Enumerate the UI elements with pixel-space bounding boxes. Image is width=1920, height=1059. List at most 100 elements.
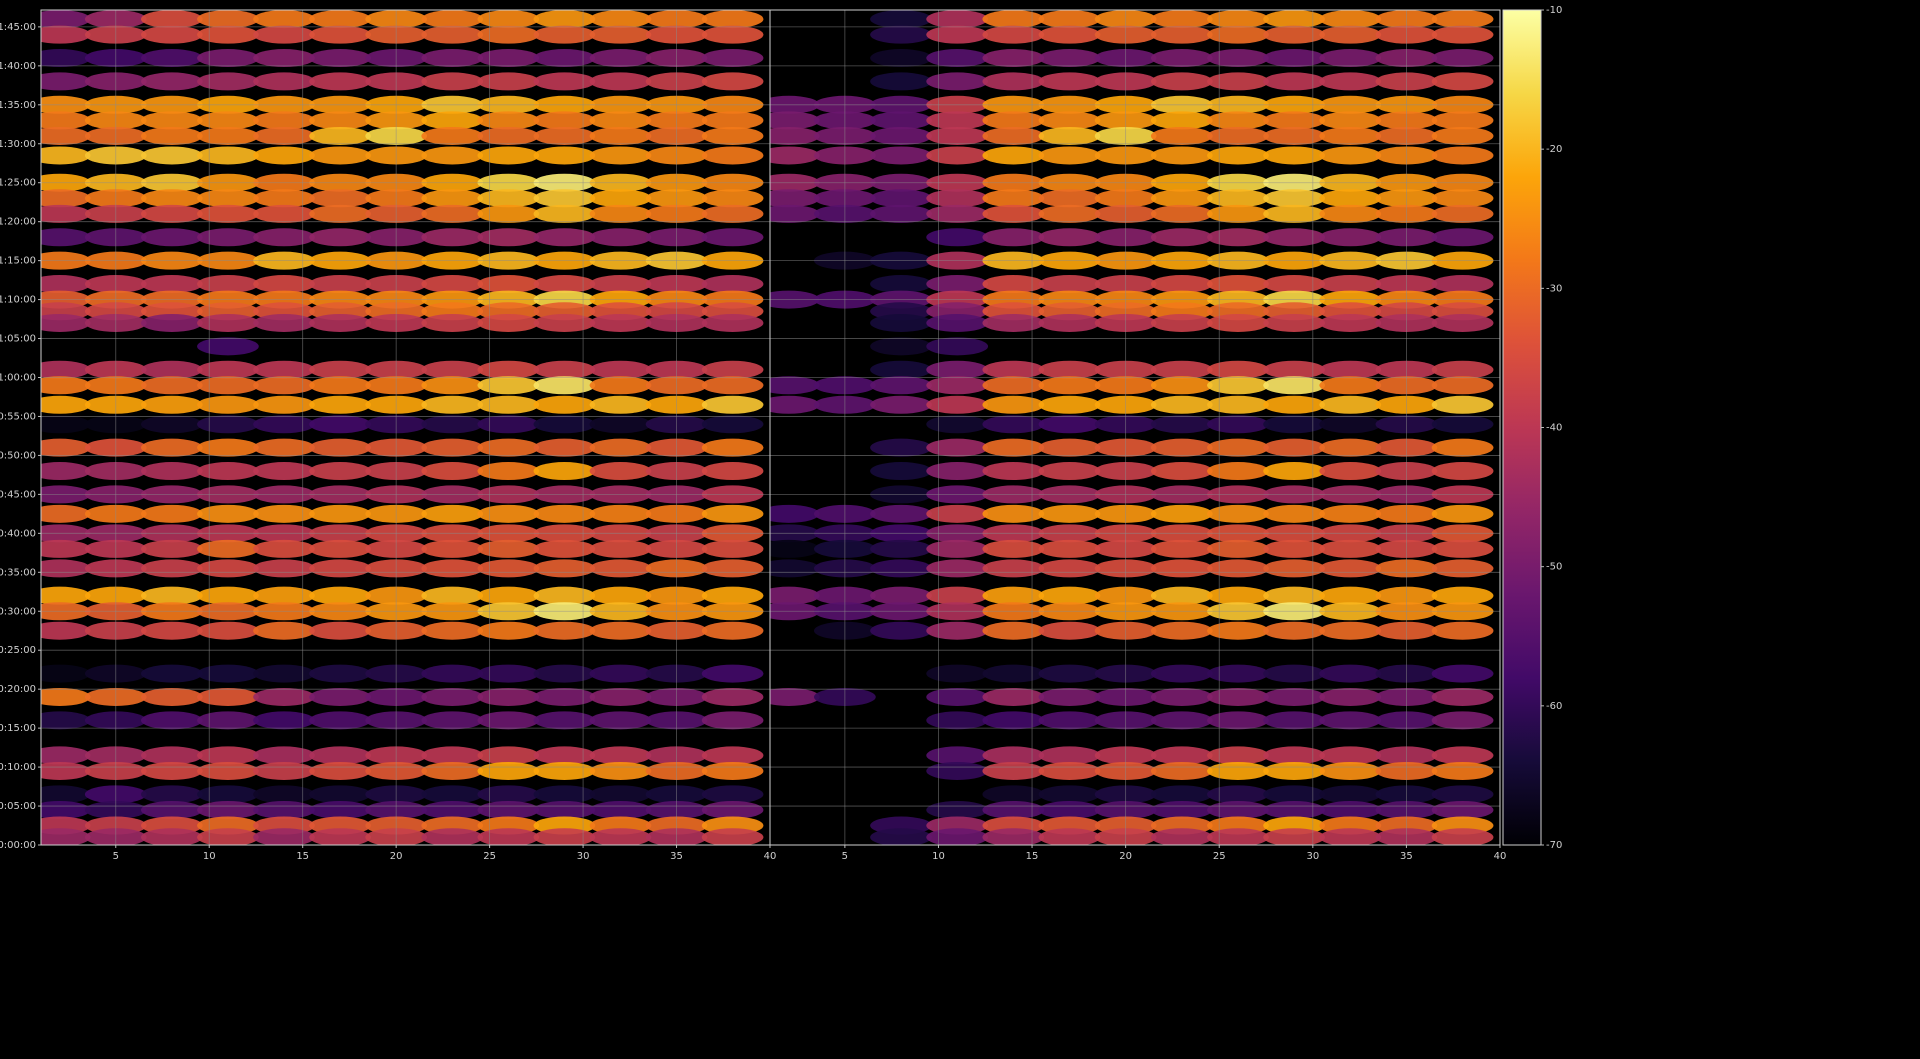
point xyxy=(253,204,315,223)
point xyxy=(1263,126,1325,145)
point xyxy=(141,586,203,605)
point xyxy=(421,275,484,294)
point xyxy=(477,126,540,145)
point xyxy=(533,621,596,640)
point xyxy=(477,25,540,44)
point xyxy=(982,462,1045,481)
point xyxy=(1207,10,1269,29)
point xyxy=(533,586,596,605)
point xyxy=(1431,228,1494,247)
point xyxy=(701,761,764,780)
point xyxy=(701,395,764,414)
x-tick-label: 35 xyxy=(670,851,683,862)
point xyxy=(982,586,1045,605)
point xyxy=(589,111,652,130)
point xyxy=(477,828,540,845)
point xyxy=(141,504,203,523)
point xyxy=(589,761,652,780)
point xyxy=(477,72,540,91)
y-tick-label: 0:05:00 xyxy=(0,801,36,812)
point xyxy=(701,126,764,145)
point xyxy=(926,25,989,44)
x-tick-label: 10 xyxy=(203,851,216,862)
point xyxy=(982,313,1045,332)
point xyxy=(982,559,1045,578)
point xyxy=(309,376,371,395)
point xyxy=(870,25,932,44)
point xyxy=(533,785,596,804)
point xyxy=(1263,275,1325,294)
point xyxy=(41,415,91,434)
point xyxy=(253,800,315,819)
point xyxy=(870,462,932,481)
point xyxy=(421,204,484,223)
point xyxy=(1150,504,1213,523)
point xyxy=(1207,785,1269,804)
point xyxy=(197,438,259,457)
point xyxy=(982,746,1045,765)
y-tick-label: 0:55:00 xyxy=(0,411,36,422)
point xyxy=(1431,711,1494,730)
point xyxy=(197,711,259,730)
point xyxy=(253,415,315,434)
point xyxy=(533,146,596,165)
point xyxy=(1150,228,1213,247)
point xyxy=(1038,559,1101,578)
point xyxy=(533,559,596,578)
point xyxy=(197,504,259,523)
point xyxy=(141,415,203,434)
point xyxy=(197,189,259,208)
point xyxy=(589,415,652,434)
point xyxy=(1263,189,1325,208)
point xyxy=(770,204,820,223)
point xyxy=(1207,189,1269,208)
point xyxy=(197,785,259,804)
point xyxy=(589,275,652,294)
point xyxy=(1319,360,1382,379)
point xyxy=(533,313,596,332)
x-tick-label: 5 xyxy=(842,851,848,862)
point xyxy=(477,711,540,730)
colorbar-tick-label: -20 xyxy=(1546,144,1562,155)
point xyxy=(870,189,932,208)
point xyxy=(141,275,203,294)
point xyxy=(1319,72,1382,91)
point xyxy=(1150,621,1213,640)
point xyxy=(926,360,989,379)
point xyxy=(701,275,764,294)
point xyxy=(1319,462,1382,481)
point xyxy=(982,438,1045,457)
point xyxy=(253,504,315,523)
point xyxy=(477,146,540,165)
point xyxy=(870,10,932,29)
point xyxy=(477,111,540,130)
point xyxy=(253,586,315,605)
y-tick-label: 0:35:00 xyxy=(0,567,36,578)
point xyxy=(926,313,989,332)
point xyxy=(41,126,91,145)
point xyxy=(421,72,484,91)
point xyxy=(926,204,989,223)
colorbar xyxy=(1502,9,1542,846)
point xyxy=(926,438,989,457)
point xyxy=(253,228,315,247)
point xyxy=(197,275,259,294)
point xyxy=(41,395,91,414)
y-tick-label: 0:10:00 xyxy=(0,762,36,773)
point xyxy=(589,204,652,223)
x-tick-label: 20 xyxy=(1119,851,1132,862)
point xyxy=(253,711,315,730)
colorbar-tick-label: -60 xyxy=(1546,701,1562,712)
point xyxy=(1431,664,1494,683)
point xyxy=(309,828,371,845)
point xyxy=(421,313,484,332)
point xyxy=(1431,828,1494,845)
point xyxy=(421,504,484,523)
point xyxy=(533,395,596,414)
x-tick-label: 15 xyxy=(296,851,309,862)
point xyxy=(701,586,764,605)
x-tick-label: 35 xyxy=(1400,851,1413,862)
point xyxy=(1319,111,1382,130)
point xyxy=(926,337,989,356)
point xyxy=(1150,785,1213,804)
